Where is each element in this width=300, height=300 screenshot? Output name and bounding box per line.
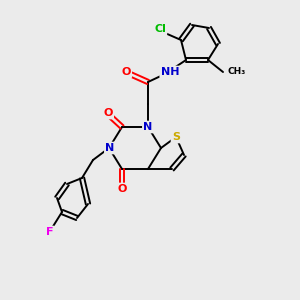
Text: N: N bbox=[105, 143, 115, 153]
Text: O: O bbox=[103, 108, 113, 118]
Text: CH₃: CH₃ bbox=[227, 68, 245, 76]
Text: N: N bbox=[143, 122, 153, 132]
Text: O: O bbox=[121, 67, 131, 77]
Text: NH: NH bbox=[161, 67, 179, 77]
Text: F: F bbox=[46, 227, 54, 237]
Text: S: S bbox=[172, 132, 180, 142]
Text: O: O bbox=[117, 184, 127, 194]
Text: Cl: Cl bbox=[154, 24, 166, 34]
